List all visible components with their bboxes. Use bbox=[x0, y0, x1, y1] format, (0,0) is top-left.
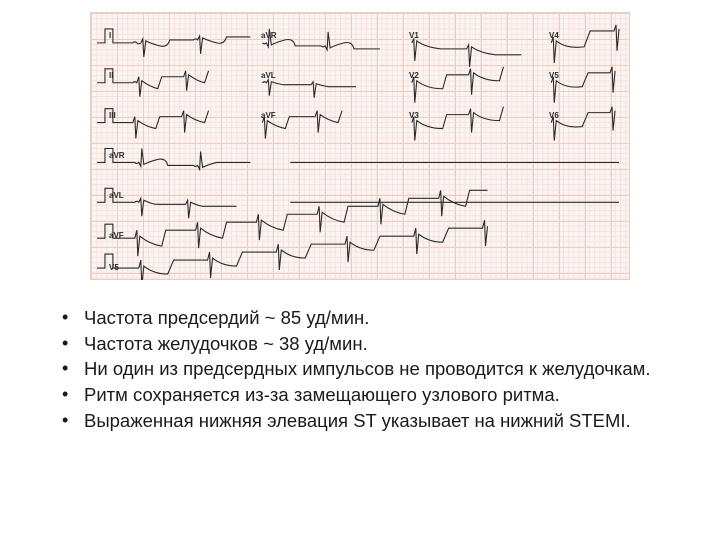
ecg-lead-label: V4 bbox=[549, 31, 559, 40]
ecg-lead-label: aVR bbox=[109, 151, 125, 160]
ecg-lead-label: aVL bbox=[261, 71, 276, 80]
bullet-item: Частота предсердий ~ 85 уд/мин. bbox=[62, 306, 672, 330]
ecg-lead-label: II bbox=[109, 71, 113, 80]
ecg-lead-label: V2 bbox=[409, 71, 419, 80]
ecg-lead-label: V6 bbox=[549, 111, 559, 120]
ecg-lead-label: V3 bbox=[409, 111, 419, 120]
ecg-lead-label: aVR bbox=[261, 31, 277, 40]
ecg-lead-label: I bbox=[109, 31, 111, 40]
bullet-list: Частота предсердий ~ 85 уд/мин. Частота … bbox=[48, 306, 672, 434]
bullet-item: Выраженная нижняя элевация ST указывает … bbox=[62, 409, 672, 433]
ecg-lead-label: aVF bbox=[109, 231, 124, 240]
bullet-item: Ритм сохраняется из-за замещающего узлов… bbox=[62, 383, 672, 407]
ecg-image: IIIIIIaVRaVLaVFV5aVRaVLaVFV1V2V3V4V5V6 bbox=[90, 12, 630, 280]
bullet-item: Ни один из предсердных импульсов не пров… bbox=[62, 357, 672, 381]
ecg-lead-label: III bbox=[109, 111, 116, 120]
ecg-lead-label: aVL bbox=[109, 191, 124, 200]
ecg-lead-label: V1 bbox=[409, 31, 419, 40]
ecg-lead-label: aVF bbox=[261, 111, 276, 120]
bullet-item: Частота желудочков ~ 38 уд/мин. bbox=[62, 332, 672, 356]
slide: IIIIIIaVRaVLaVFV5aVRaVLaVFV1V2V3V4V5V6 Ч… bbox=[0, 0, 720, 540]
ecg-traces bbox=[91, 13, 629, 280]
ecg-lead-label: V5 bbox=[549, 71, 559, 80]
ecg-lead-label: V5 bbox=[109, 263, 119, 272]
